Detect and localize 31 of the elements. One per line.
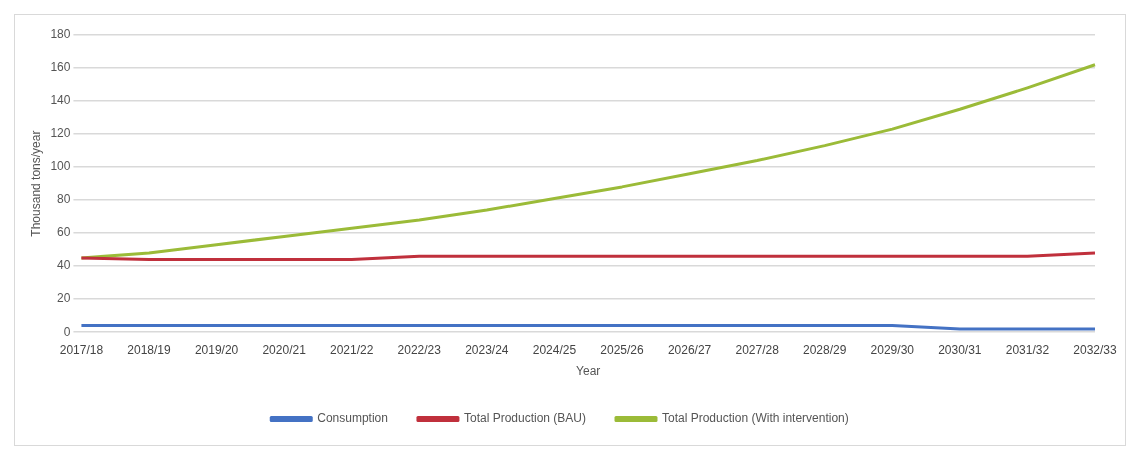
- y-tick-label: 140: [50, 93, 71, 108]
- x-tick-label: 2022/23: [397, 342, 442, 357]
- x-tick-label: 2027/28: [735, 342, 780, 357]
- x-tick-label: 2030/31: [938, 342, 982, 357]
- y-tick-label: 180: [50, 27, 71, 42]
- x-tick-label: 2026/27: [667, 342, 712, 357]
- y-tick-label: 160: [50, 60, 71, 75]
- x-tick-label: 2018/19: [127, 342, 171, 357]
- x-axis-title: Year: [576, 364, 601, 379]
- y-tick-label: 100: [50, 159, 71, 174]
- y-tick-label: 120: [50, 126, 71, 141]
- x-tick-label: 2031/32: [1005, 342, 1050, 357]
- x-tick-label: 2029/30: [870, 342, 915, 357]
- x-tick-label: 2023/24: [465, 342, 509, 357]
- x-tick-label: 2025/26: [600, 342, 644, 357]
- y-tick-label: 80: [57, 192, 71, 207]
- y-axis-title: Thousand tons/year: [28, 130, 43, 237]
- legend-label: Consumption: [317, 411, 388, 426]
- legend-label: Total Production (With intervention): [662, 411, 849, 426]
- legend-label: Total Production (BAU): [463, 411, 587, 426]
- x-tick-label: 2017/18: [59, 342, 104, 357]
- x-tick-label: 2032/33: [1073, 342, 1118, 357]
- x-tick-label: 2021/22: [330, 342, 374, 357]
- x-tick-label: 2020/21: [262, 342, 307, 357]
- y-tick-label: 40: [57, 258, 71, 273]
- y-tick-label: 60: [57, 225, 71, 240]
- x-tick-label: 2019/20: [194, 342, 239, 357]
- y-tick-label: 20: [57, 291, 71, 306]
- y-tick-label: 0: [63, 324, 71, 339]
- x-tick-label: 2028/29: [803, 342, 847, 357]
- x-tick-label: 2024/25: [532, 342, 577, 357]
